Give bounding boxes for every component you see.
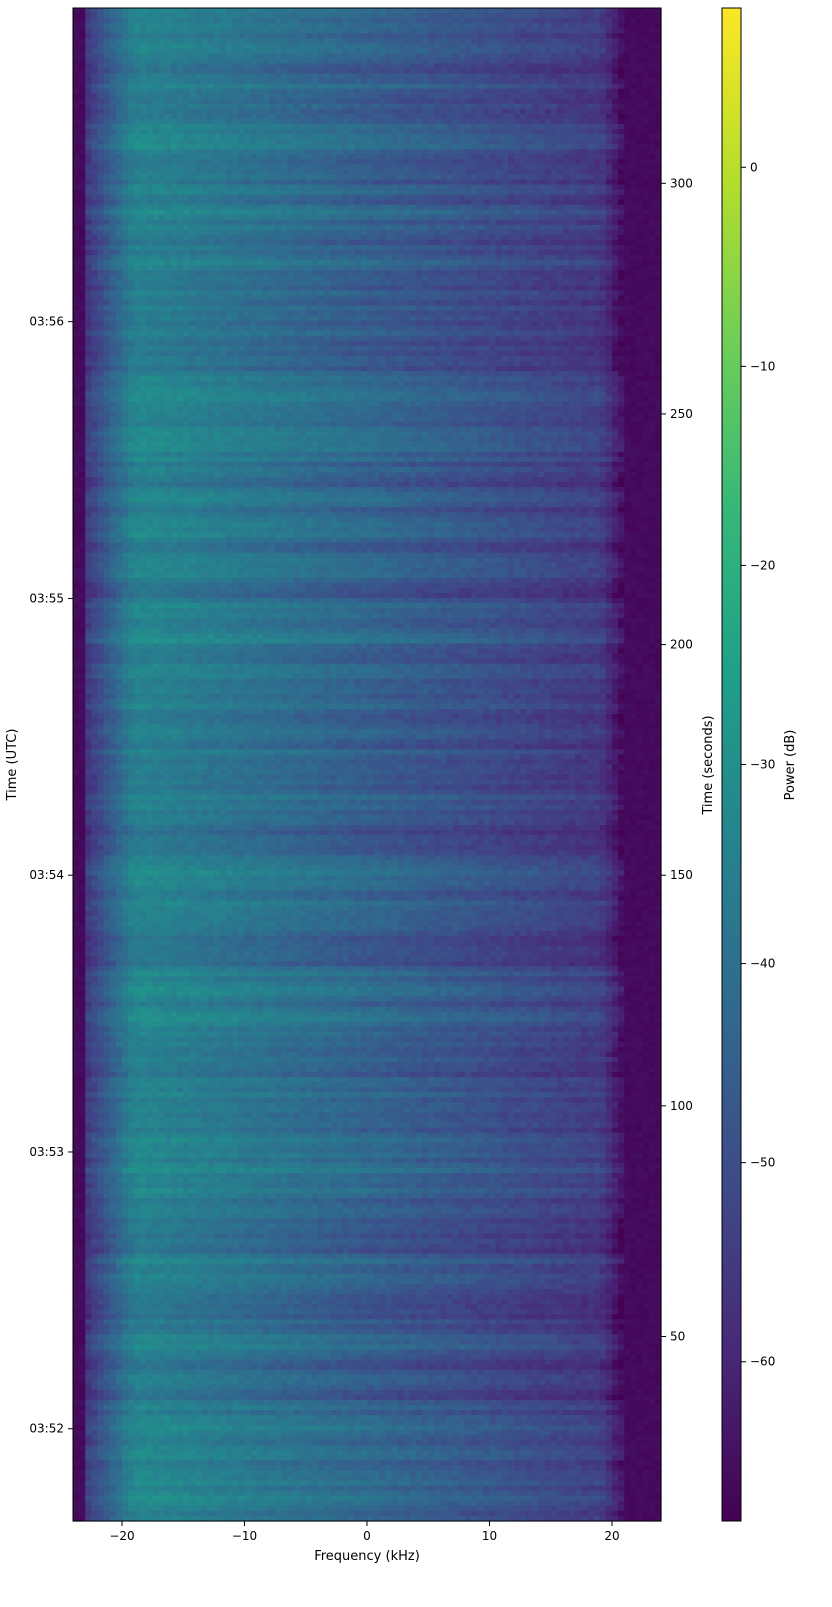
right-y-tick-label: 50	[670, 1329, 685, 1343]
left-y-axis-label: Time (UTC)	[5, 729, 20, 802]
right-y-tick-label: 300	[670, 176, 693, 190]
colorbar-gradient	[722, 8, 741, 1521]
colorbar-tick-label: −50	[750, 1156, 775, 1170]
spectrogram-heatmap	[73, 8, 662, 1522]
colorbar-tick-label: −60	[750, 1355, 775, 1369]
x-tick-label: −20	[109, 1529, 134, 1543]
colorbar-tick-label: −40	[750, 957, 775, 971]
colorbar-tick-label: −30	[750, 758, 775, 772]
colorbar-label: Power (dB)	[783, 730, 798, 801]
spectrogram-plot-area	[73, 8, 662, 1522]
right-y-axis-label: Time (seconds)	[701, 715, 716, 815]
x-tick-label: 0	[363, 1529, 371, 1543]
colorbar-tick-label: −10	[750, 359, 775, 373]
left-y-tick-label: 03:52	[29, 1422, 64, 1436]
x-axis-label: Frequency (kHz)	[314, 1549, 420, 1564]
right-y-tick-label: 250	[670, 407, 693, 421]
colorbar-tick-label: −20	[750, 558, 775, 572]
colorbar-tick-label: 0	[750, 160, 758, 174]
left-y-tick-label: 03:53	[29, 1145, 64, 1159]
right-y-tick-label: 150	[670, 868, 693, 882]
right-y-tick-label: 200	[670, 638, 693, 652]
right-y-tick-label: 100	[670, 1099, 693, 1113]
left-y-tick-label: 03:55	[29, 591, 64, 605]
x-tick-label: 20	[604, 1529, 619, 1543]
left-y-tick-label: 03:54	[29, 868, 64, 882]
x-tick-label: −10	[232, 1529, 257, 1543]
left-y-tick-label: 03:56	[29, 315, 64, 329]
x-tick-label: 10	[482, 1529, 497, 1543]
